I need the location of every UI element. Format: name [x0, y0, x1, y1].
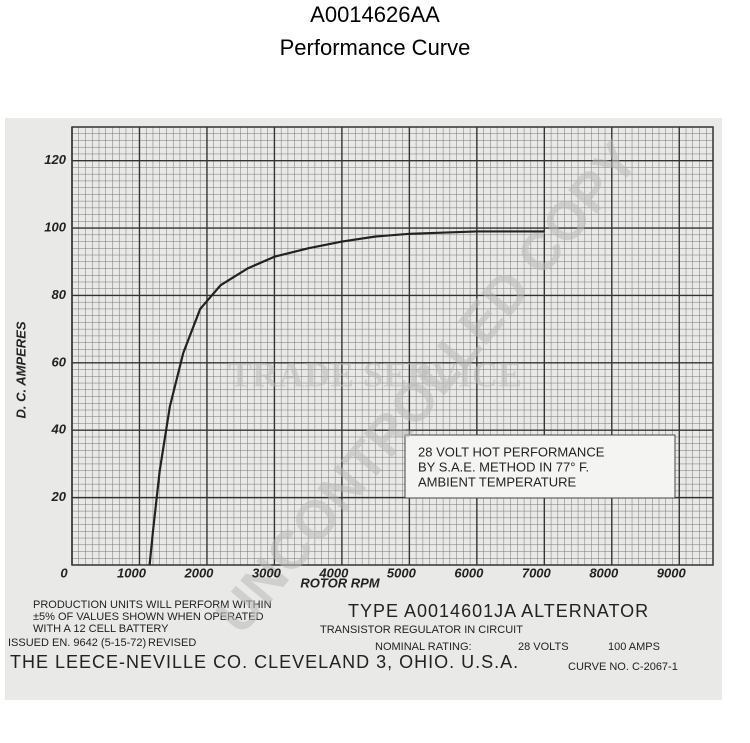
- y-tick-label: 120: [44, 152, 66, 167]
- curve: [148, 230, 545, 566]
- footnote: NOMINAL RATING:: [375, 641, 472, 653]
- x-tick-label: 2000: [183, 565, 214, 580]
- footnote: TRANSISTOR REGULATOR IN CIRCUIT: [320, 624, 523, 636]
- x-axis-label: ROTOR RPM: [300, 575, 380, 590]
- footnote: ISSUED EN. 9642 (5-15-72): [8, 637, 146, 649]
- paper: [5, 118, 722, 700]
- x-tick-label: 4000: [318, 565, 349, 580]
- x-tick-label: 0: [60, 565, 68, 580]
- chart-subtitle: Performance Curve: [280, 35, 471, 60]
- type-label: TYPE A0014601JA ALTERNATOR: [348, 601, 649, 621]
- x-tick-label: 5000: [387, 565, 417, 580]
- y-axis-label: D. C. AMPERES: [13, 321, 28, 418]
- annotation: BY S.A.E. METHOD IN 77° F.: [418, 459, 589, 474]
- y-tick-label: 60: [52, 354, 67, 369]
- annotation-box: [404, 434, 676, 499]
- x-tick-label: 7000: [522, 565, 552, 580]
- footnote: ±5% OF VALUES SHOWN WHEN OPERATED: [33, 611, 264, 623]
- chart-title: A0014626AA: [310, 2, 440, 27]
- x-tick-label: 8000: [589, 565, 619, 580]
- y-tick-label: 80: [52, 287, 67, 302]
- footnote: CURVE NO. C-2067-1: [568, 661, 678, 673]
- footnote: 100 AMPS: [608, 641, 660, 653]
- x-tick-label: 9000: [657, 565, 687, 580]
- plot-frame: [71, 126, 714, 566]
- company: THE LEECE-NEVILLE CO. CLEVELAND 3, OHIO.…: [10, 652, 519, 672]
- y-tick-label: 20: [51, 489, 67, 504]
- x-tick-label: 3000: [252, 565, 282, 580]
- x-tick-label: 6000: [454, 565, 484, 580]
- footnote: REVISED: [148, 637, 196, 649]
- annotation: AMBIENT TEMPERATURE: [418, 474, 577, 489]
- annotation: 28 VOLT HOT PERFORMANCE: [418, 444, 605, 459]
- watermark: TRADE SERVICE: [228, 354, 522, 394]
- y-tick-label: 100: [44, 220, 66, 235]
- footnote: PRODUCTION UNITS WILL PERFORM WITHIN: [33, 599, 272, 611]
- x-tick-label: 1000: [117, 565, 147, 580]
- footnote: 28 VOLTS: [518, 641, 569, 653]
- footnote: WITH A 12 CELL BATTERY: [33, 623, 169, 635]
- y-tick-label: 40: [51, 422, 67, 437]
